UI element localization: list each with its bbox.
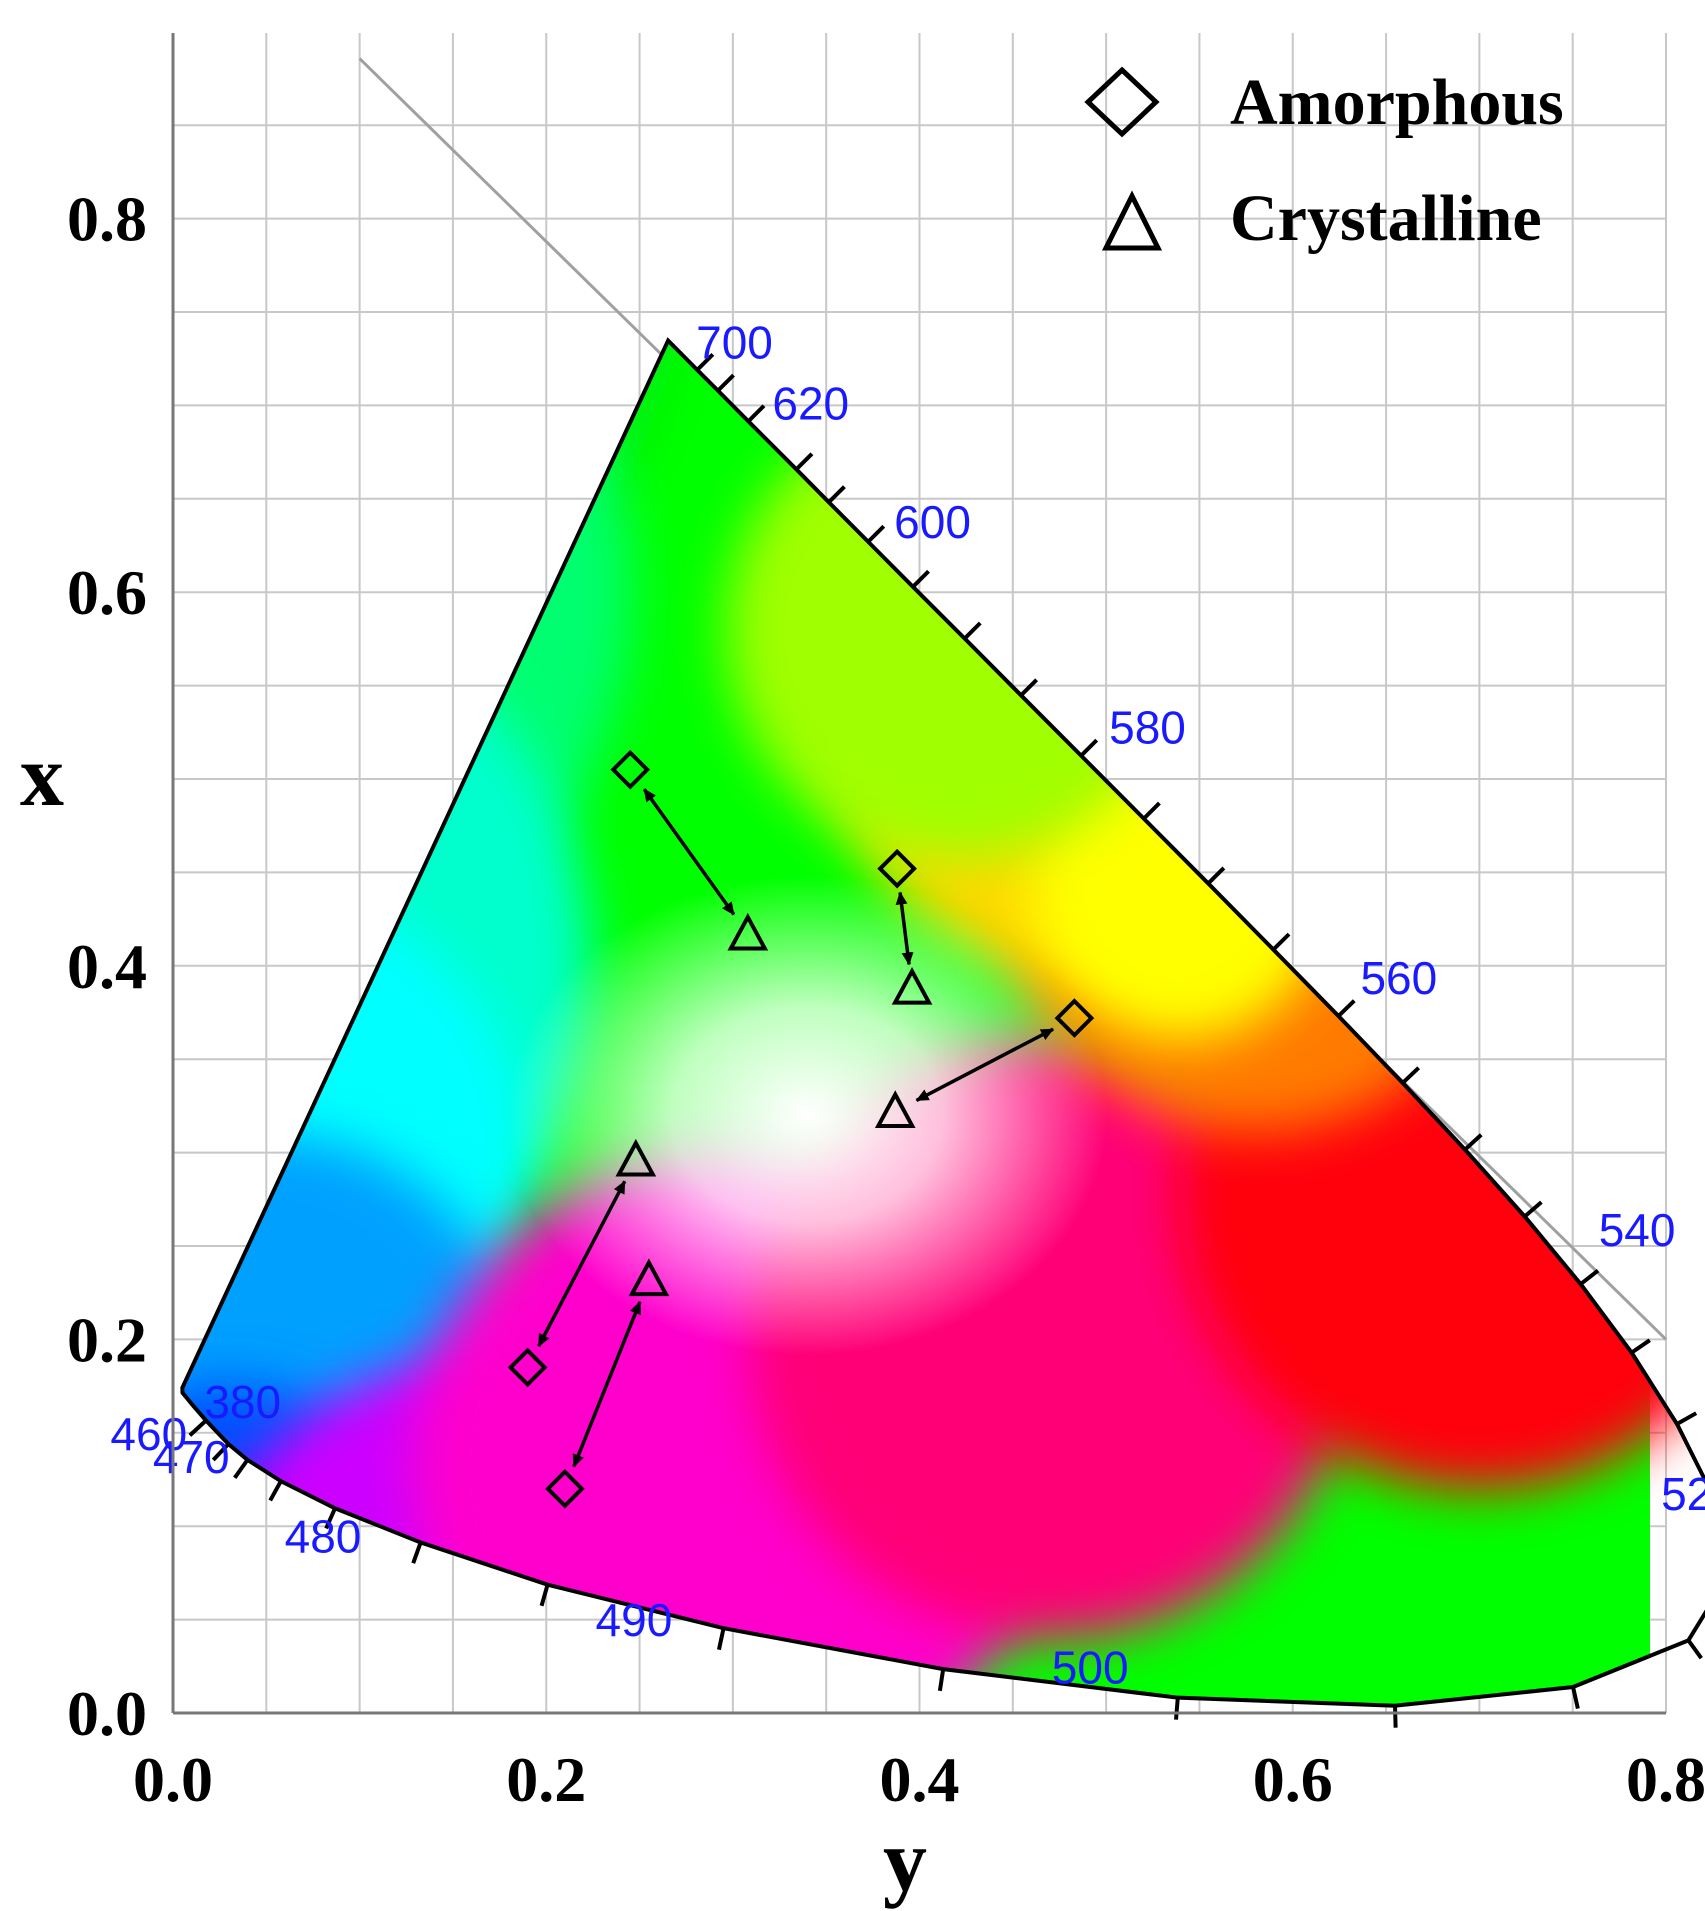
locus-tick bbox=[1579, 1268, 1600, 1286]
shift-arrow bbox=[572, 1300, 642, 1468]
y-axis-title: x bbox=[20, 728, 64, 825]
locus-tick bbox=[716, 373, 735, 393]
legend-diamond-icon bbox=[1084, 66, 1160, 138]
locus-tick bbox=[1463, 1133, 1483, 1152]
locus-tick bbox=[866, 524, 886, 544]
y-tick-label: 0.2 bbox=[67, 1304, 147, 1375]
locus-tick bbox=[1206, 866, 1226, 885]
crystalline-marker bbox=[874, 1090, 916, 1128]
wavelength-label: 600 bbox=[894, 496, 971, 548]
locus-tick bbox=[324, 1507, 337, 1530]
crystalline-marker bbox=[615, 1138, 657, 1177]
amorphous-marker bbox=[877, 848, 917, 889]
x-tick-label: 0.6 bbox=[1253, 1744, 1333, 1815]
locus-tick bbox=[211, 1442, 230, 1462]
locus-tick bbox=[911, 569, 930, 589]
locus-tick bbox=[411, 1541, 423, 1564]
data-markers bbox=[507, 749, 1095, 1509]
wavelength-label: 380 bbox=[204, 1376, 281, 1428]
legend-label-crystalline: Crystalline bbox=[1230, 182, 1542, 255]
wavelength-label: 620 bbox=[772, 377, 849, 429]
locus-tick bbox=[1142, 801, 1161, 821]
locus-tick bbox=[794, 452, 814, 471]
locus-tick bbox=[716, 1627, 726, 1651]
x-tick-label: 0.4 bbox=[880, 1744, 960, 1815]
locus-tick bbox=[1174, 1697, 1180, 1720]
shift-arrow bbox=[915, 1027, 1055, 1102]
x-tick-label: 0.0 bbox=[133, 1744, 213, 1815]
amorphous-marker bbox=[1054, 998, 1095, 1038]
locus-tick bbox=[1676, 1411, 1698, 1426]
locus-tick bbox=[233, 1458, 250, 1479]
locus-tick bbox=[1571, 1686, 1580, 1709]
amorphous-marker bbox=[507, 1347, 548, 1388]
x-tick-label: 0.2 bbox=[506, 1744, 586, 1815]
locus-tick bbox=[188, 1418, 208, 1437]
shift-arrow bbox=[537, 1180, 627, 1348]
locus-tick bbox=[695, 352, 715, 372]
wavelength-label: 700 bbox=[696, 317, 773, 369]
y-tick-label: 0.0 bbox=[67, 1678, 147, 1749]
wavelength-label: 470 bbox=[153, 1431, 230, 1483]
x-tick-label: 0.8 bbox=[1626, 1744, 1705, 1815]
y-tick-label: 0.4 bbox=[67, 931, 147, 1002]
locus-tick bbox=[1523, 1200, 1543, 1219]
locus-tick bbox=[1079, 738, 1099, 758]
locus-tick bbox=[937, 1668, 946, 1692]
axes: 0.0 0.2 0.4 0.6 0.8 0.0 0.2 0.4 0.6 0.8 bbox=[67, 33, 1705, 1815]
wavelength-label: 520 bbox=[1661, 1468, 1705, 1520]
locus-tick bbox=[1393, 1705, 1398, 1728]
locus-tick bbox=[1019, 678, 1039, 697]
crystalline-marker bbox=[891, 967, 933, 1005]
legend-label-amorphous: Amorphous bbox=[1230, 66, 1564, 139]
locus-ticks bbox=[188, 352, 1703, 1728]
wavelength-label: 480 bbox=[285, 1510, 362, 1562]
legend: Amorphous Crystalline bbox=[1084, 66, 1564, 255]
y-tick-label: 0.8 bbox=[67, 184, 147, 255]
crystalline-marker bbox=[727, 912, 769, 951]
locus-tick bbox=[268, 1480, 283, 1502]
locus-tick bbox=[746, 404, 766, 423]
wavelength-label: 580 bbox=[1109, 702, 1186, 754]
spectral-locus-outline bbox=[180, 337, 1705, 1708]
crystalline-marker bbox=[628, 1258, 670, 1297]
locus-tick bbox=[539, 1584, 550, 1607]
wavelength-label: 540 bbox=[1599, 1204, 1676, 1256]
shift-arrow bbox=[895, 891, 914, 966]
locus-tick bbox=[1630, 1338, 1651, 1355]
locus-tick bbox=[963, 621, 982, 640]
locus-tick bbox=[1337, 999, 1356, 1018]
locus-tick bbox=[827, 485, 846, 504]
locus-tick bbox=[1401, 1066, 1421, 1085]
legend-triangle-icon bbox=[1101, 190, 1163, 251]
wavelength-label: 560 bbox=[1360, 952, 1437, 1004]
y-tick-label: 0.6 bbox=[67, 557, 147, 628]
wavelength-label: 490 bbox=[596, 1594, 673, 1646]
shift-arrows bbox=[537, 788, 1055, 1468]
amorphous-marker bbox=[610, 749, 651, 790]
wavelength-label: 500 bbox=[1052, 1642, 1129, 1694]
shift-arrow bbox=[642, 788, 736, 916]
locus-tick bbox=[1686, 1639, 1703, 1660]
locus-tick bbox=[1271, 932, 1291, 951]
x-axis-title: y bbox=[883, 1813, 927, 1910]
amorphous-marker bbox=[545, 1469, 585, 1509]
wavelength-labels: 380460470480490500520540560580600620700 bbox=[110, 317, 1705, 1694]
